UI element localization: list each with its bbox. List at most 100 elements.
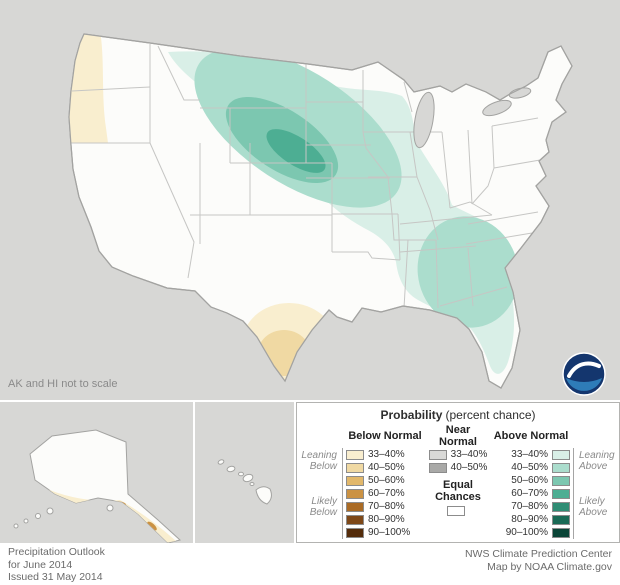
below-normal-row: 50–60% bbox=[346, 474, 424, 487]
below-normal-swatch bbox=[346, 449, 364, 460]
below-normal-pct-label: 70–80% bbox=[368, 501, 405, 512]
leaning-above-line1: Leaning bbox=[579, 450, 615, 461]
below-normal-pct-label: 80–90% bbox=[368, 514, 405, 525]
below-normal-row: 33–40% bbox=[346, 448, 424, 461]
legend-near-rows: 33–40% 40–50% bbox=[427, 448, 489, 474]
above-normal-pct-label: 90–100% bbox=[505, 527, 548, 538]
equal-line2: Chances bbox=[435, 491, 481, 503]
conus-map-svg bbox=[68, 33, 573, 389]
near-normal-row: 33–40% bbox=[427, 448, 489, 461]
likely-above-label: Likely Above bbox=[573, 474, 617, 539]
noaa-ocean bbox=[566, 378, 602, 391]
above-normal-row: 70–80% bbox=[492, 500, 570, 513]
legend-body: Leaning Below Likely Below Below Normal … bbox=[297, 424, 619, 539]
legend-below-rows: 33–40% 40–50% 50–60% 60–70% 70–80% 80–90% 90–1… bbox=[346, 448, 424, 539]
hawaiian-islands bbox=[217, 459, 272, 505]
above-normal-swatch bbox=[552, 514, 570, 525]
lake-michigan bbox=[413, 91, 435, 149]
us-outline bbox=[68, 33, 573, 389]
conus-map: AK and HI not to scale bbox=[0, 0, 620, 400]
above-normal-pct-label: 80–90% bbox=[511, 514, 548, 525]
below-normal-swatch bbox=[346, 514, 364, 525]
above-normal-area-40-50-southeast bbox=[417, 216, 519, 328]
leaning-below-line1: Leaning bbox=[301, 450, 337, 461]
likely-below-line1: Likely bbox=[311, 495, 337, 507]
below-normal-pct-label: 50–60% bbox=[368, 475, 405, 486]
near-normal-swatch bbox=[428, 449, 447, 460]
leaning-below-line2: Below bbox=[309, 461, 337, 472]
hawaii-svg bbox=[217, 459, 272, 505]
above-normal-pct-label: 50–60% bbox=[511, 475, 548, 486]
below-normal-header: Below Normal bbox=[348, 430, 422, 442]
above-normal-area-60-70 bbox=[266, 129, 326, 173]
above-normal-row: 40–50% bbox=[492, 461, 570, 474]
below-normal-row: 90–100% bbox=[346, 526, 424, 539]
near-header-line2: Normal bbox=[439, 436, 477, 448]
legend-near-column: Near Normal 33–40% 40–50% Equal Chances bbox=[427, 424, 489, 539]
footer: Precipitation Outlook for June 2014 Issu… bbox=[0, 545, 620, 585]
footer-issued: Issued 31 May 2014 bbox=[8, 571, 103, 583]
above-normal-swatch bbox=[552, 475, 570, 486]
hawaii-inset bbox=[195, 402, 294, 543]
below-normal-pct-label: 60–70% bbox=[368, 488, 405, 499]
below-normal-swatch bbox=[346, 501, 364, 512]
great-lakes bbox=[413, 87, 532, 149]
footer-credit: Map by NOAA Climate.gov bbox=[487, 560, 612, 573]
above-normal-row: 50–60% bbox=[492, 474, 570, 487]
below-normal-pct-label: 33–40% bbox=[368, 449, 405, 460]
below-normal-pct-label: 40–50% bbox=[368, 462, 405, 473]
legend-below-column: Below Normal 33–40% 40–50% 50–60% 60–70% 70–… bbox=[346, 424, 424, 539]
above-normal-swatch bbox=[552, 449, 570, 460]
above-normal-swatch bbox=[552, 501, 570, 512]
aleutian-islands bbox=[13, 504, 114, 529]
above-normal-swatch bbox=[552, 462, 570, 473]
legend-above-rows: 33–40% 40–50% 50–60% 60–70% 70–80% 80–90% 90–1… bbox=[492, 448, 570, 539]
likely-below-line2: Below bbox=[309, 506, 337, 518]
legend-above-column: Above Normal 33–40% 40–50% 50–60% 60–70% 70–… bbox=[492, 424, 570, 539]
state-borders bbox=[70, 44, 541, 309]
legend-left-labels: Leaning Below Likely Below bbox=[299, 424, 343, 539]
near-normal-pct-label: 33–40% bbox=[450, 449, 488, 460]
equal-chances-swatch bbox=[447, 506, 465, 516]
above-normal-pct-label: 70–80% bbox=[511, 501, 548, 512]
leaning-below-label: Leaning Below bbox=[299, 448, 343, 474]
legend-title-suffix: (percent chance) bbox=[445, 408, 536, 422]
noaa-logo bbox=[562, 352, 606, 396]
below-normal-row: 60–70% bbox=[346, 487, 424, 500]
alaska-svg bbox=[13, 429, 182, 544]
below-normal-row: 40–50% bbox=[346, 461, 424, 474]
alaska-below-normal-33-40 bbox=[40, 486, 176, 543]
below-normal-row: 70–80% bbox=[346, 500, 424, 513]
above-normal-swatch bbox=[552, 527, 570, 538]
leaning-above-label: Leaning Above bbox=[573, 448, 617, 474]
legend-right-labels: Leaning Above Likely Above bbox=[573, 424, 617, 539]
legend-title: Probability (percent chance) bbox=[297, 408, 619, 422]
scale-note: AK and HI not to scale bbox=[8, 378, 118, 390]
footer-left: Precipitation Outlook for June 2014 Issu… bbox=[8, 546, 105, 584]
legend-title-main: Probability bbox=[380, 408, 443, 422]
below-normal-swatch bbox=[346, 527, 364, 538]
lake-ontario bbox=[508, 87, 532, 99]
alaska-below-normal-core-2 bbox=[147, 521, 157, 531]
leaning-above-line2: Above bbox=[579, 461, 608, 472]
above-normal-row: 80–90% bbox=[492, 513, 570, 526]
below-normal-swatch bbox=[346, 475, 364, 486]
above-normal-row: 33–40% bbox=[492, 448, 570, 461]
legend: Probability (percent chance) Leaning Belo… bbox=[296, 402, 620, 543]
footer-right: NWS Climate Prediction Center Map by NOA… bbox=[465, 548, 612, 573]
likely-above-line2: Above bbox=[579, 506, 608, 518]
above-normal-swatch bbox=[552, 488, 570, 499]
near-normal-pct-label: 40–50% bbox=[450, 462, 488, 473]
lake-erie bbox=[482, 99, 512, 117]
noaa-logo-svg bbox=[562, 352, 606, 396]
above-normal-pct-label: 60–70% bbox=[511, 488, 548, 499]
near-normal-row: 40–50% bbox=[427, 461, 489, 474]
below-normal-row: 80–90% bbox=[346, 513, 424, 526]
equal-line1: Equal bbox=[443, 479, 473, 491]
below-normal-pct-label: 90–100% bbox=[368, 527, 411, 538]
footer-period: for June 2014 bbox=[8, 558, 73, 571]
above-normal-pct-label: 40–50% bbox=[511, 462, 548, 473]
below-normal-swatch bbox=[346, 462, 364, 473]
above-normal-row: 90–100% bbox=[492, 526, 570, 539]
